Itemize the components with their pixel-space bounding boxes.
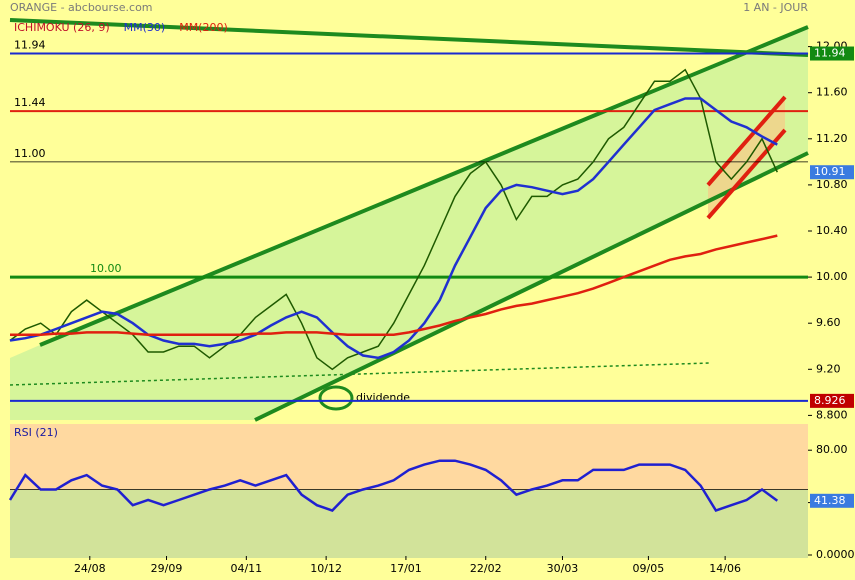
dividend-marker	[318, 385, 354, 411]
value-badge	[810, 46, 854, 61]
x-tick-label: 10/12	[310, 562, 342, 575]
x-tick-label: 17/01	[390, 562, 422, 575]
level-label: 11.44	[14, 96, 46, 109]
y-tick-label: 8.800	[816, 408, 848, 421]
y-tick-label: 9.60	[816, 316, 841, 329]
level-label: 11.94	[14, 39, 46, 52]
resistance-line	[9, 18, 809, 57]
overbought-zone	[10, 424, 808, 490]
series-line	[10, 234, 778, 336]
header-period: 1 AN - JOUR	[743, 1, 808, 14]
series-line	[9, 97, 778, 360]
x-tick-label: 22/02	[470, 562, 502, 575]
x-tick-label: 30/03	[547, 562, 579, 575]
y-tick-label: 10.00	[816, 270, 848, 283]
y-tick-label: 11.60	[816, 86, 848, 99]
short-channel-lower	[706, 128, 787, 220]
y-tick-label: 10.80	[816, 178, 848, 191]
channel-lower	[254, 151, 809, 422]
header-title: ORANGE - abcbourse.com	[10, 1, 153, 14]
x-tick-label: 09/05	[633, 562, 665, 575]
badge-label: 8.926	[814, 394, 846, 407]
value-badge	[810, 493, 854, 508]
dotted-trend	[9, 362, 711, 386]
y-tick-label: 80.00	[816, 443, 848, 456]
level-label: 10.00	[90, 262, 122, 275]
level-label: 11.00	[14, 147, 46, 160]
price-chart: 8.8009.209.6010.0010.4010.8011.2011.6012…	[9, 21, 854, 421]
series-line	[8, 459, 779, 513]
y-tick-label: 9.20	[816, 362, 841, 375]
legend-entry: MM(30)	[124, 21, 166, 34]
rsi-chart: 0.000040.0080.0024/0829/0904/1110/1217/0…	[8, 424, 855, 575]
x-tick-label: 14/06	[709, 562, 741, 575]
y-tick-label: 10.40	[816, 224, 848, 237]
y-tick-label: 11.20	[816, 132, 848, 145]
value-badge	[810, 393, 854, 408]
value-badge	[810, 165, 854, 180]
badge-label: 10.91	[814, 165, 846, 178]
legend-entry: ICHIMOKU (26, 9)	[14, 21, 110, 34]
x-tick-label: 04/11	[230, 562, 262, 575]
series-line	[9, 68, 778, 371]
channel-area	[10, 27, 808, 420]
channel-upper	[39, 25, 809, 347]
legend-entry: MM(200)	[179, 21, 228, 34]
x-tick-label: 24/08	[74, 562, 106, 575]
short-channel-area	[708, 97, 785, 218]
x-tick-label: 29/09	[151, 562, 183, 575]
badge-label: 41.38	[814, 494, 846, 507]
annotation: dividende	[356, 391, 410, 404]
y-tick-label: 0.0000	[816, 548, 855, 561]
badge-label: 11.94	[814, 47, 846, 60]
panel-title: RSI (21)	[14, 426, 58, 439]
